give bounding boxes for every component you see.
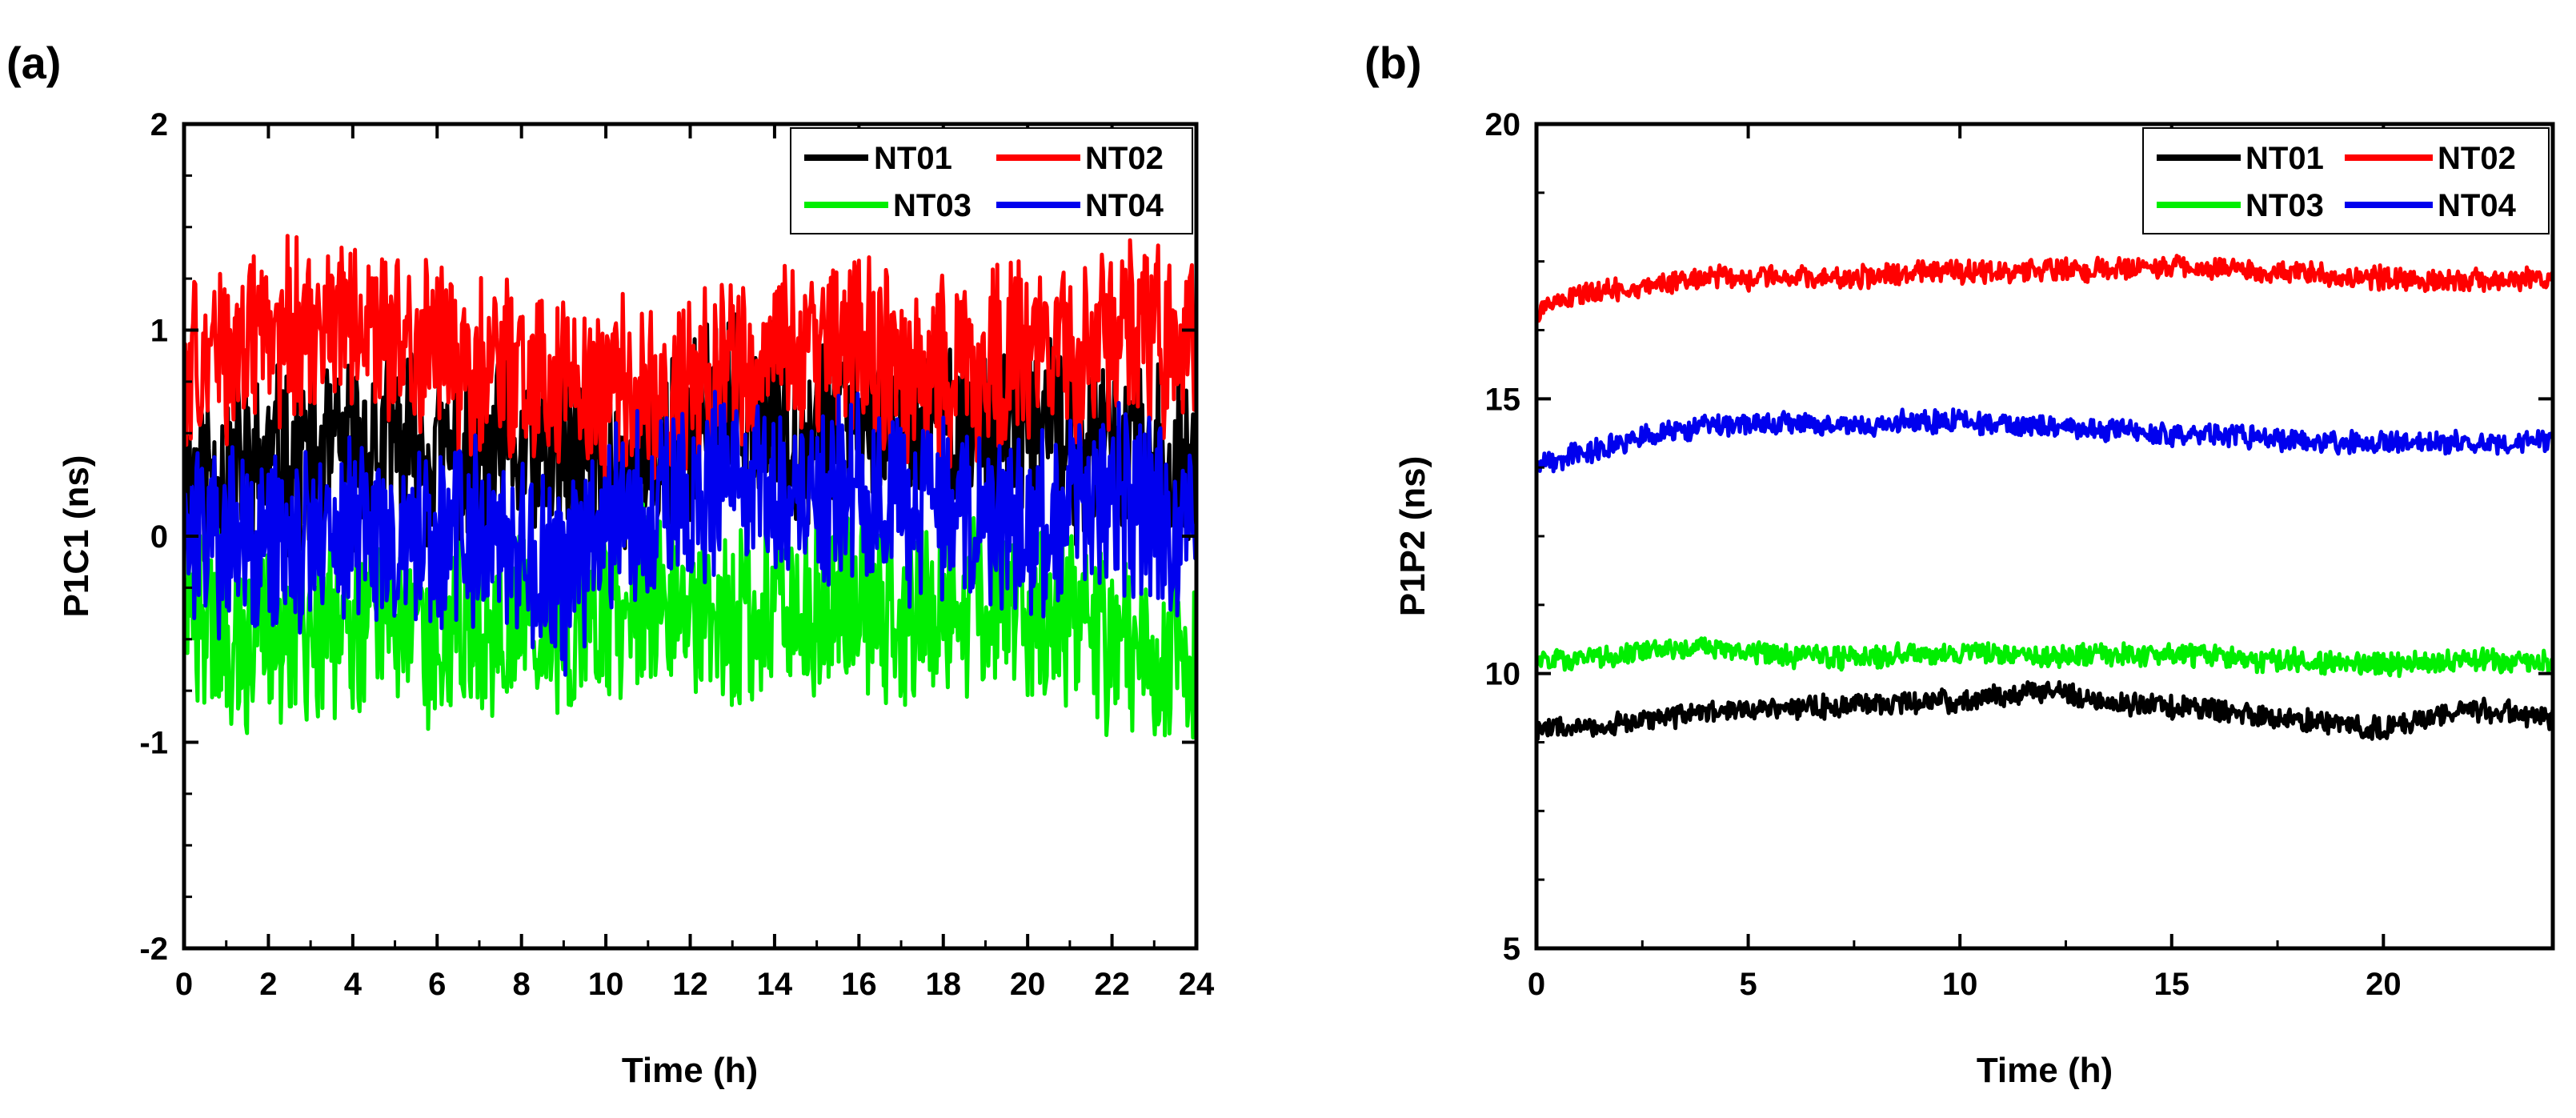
y-tick-label-2: 0 [150, 519, 168, 555]
x-tick-label-0: 0 [175, 967, 193, 1002]
y-axis-title-a: P1C1 (ns) [57, 455, 96, 618]
legend-label-nt01: NT01 [874, 141, 952, 176]
series-line-nt02-b [1534, 254, 2555, 323]
y-tick-label-3: 1 [150, 314, 168, 349]
y-tick-label-0: 5 [1503, 932, 1520, 967]
x-tick-label-2: 4 [344, 967, 363, 1002]
legend-box-a [790, 127, 1193, 234]
x-tick-label-0: 0 [1528, 967, 1545, 1002]
panel-label-a: (a) [6, 38, 61, 88]
x-tick-label-1: 2 [259, 967, 277, 1002]
legend-box-b [2142, 127, 2550, 234]
legend-a: NT01 NT02 NT03 NT04 [790, 127, 1193, 234]
series-line-nt04-b [1534, 407, 2555, 474]
x-tick-label-10: 20 [1010, 967, 1046, 1002]
series-layer-b [1534, 254, 2555, 741]
x-tick-label-7: 14 [757, 967, 793, 1002]
legend-label-nt03: NT03 [893, 188, 972, 223]
series-line-nt03-a [182, 502, 1199, 740]
legend-label-nt02-b: NT02 [2438, 141, 2516, 176]
legend-label-nt03-b: NT03 [2245, 188, 2324, 223]
legend-b: NT01 NT02 NT03 NT04 [2142, 127, 2550, 234]
x-tick-label-6: 12 [672, 967, 708, 1002]
x-tick-label-2: 10 [1942, 967, 1978, 1002]
x-tick-label-3: 15 [2154, 967, 2190, 1002]
x-tick-label-1: 5 [1739, 967, 1757, 1002]
series-line-nt04-a [182, 390, 1199, 677]
x-axis-title-b: Time (h) [1977, 1051, 2113, 1090]
x-tick-label-4: 20 [2366, 967, 2402, 1002]
x-tick-label-4: 8 [513, 967, 531, 1002]
series-line-nt01-a [182, 312, 1199, 567]
legend-label-nt04: NT04 [1085, 188, 1164, 223]
y-tick-label-0: -2 [139, 932, 168, 967]
legend-label-nt04-b: NT04 [2438, 188, 2517, 223]
y-axis-title-b: P1P2 (ns) [1393, 456, 1432, 617]
y-tick-label-1: 10 [1485, 657, 1521, 692]
y-tick-label-1: -1 [139, 726, 168, 761]
x-axis-title-a: Time (h) [622, 1051, 758, 1090]
series-line-nt02-a [182, 234, 1199, 480]
y-tick-label-4: 2 [150, 107, 168, 142]
series-line-nt03-b [1535, 636, 2555, 679]
series-layer-a [182, 234, 1199, 740]
panel-label-b: (b) [1364, 38, 1422, 88]
x-tick-label-12: 24 [1179, 967, 1215, 1002]
legend-label-nt02: NT02 [1085, 141, 1164, 176]
y-tick-label-3: 20 [1485, 107, 1521, 142]
x-tick-label-5: 10 [588, 967, 624, 1002]
x-tick-label-8: 16 [841, 967, 877, 1002]
x-tick-label-11: 22 [1094, 967, 1130, 1002]
y-tick-label-2: 15 [1485, 382, 1521, 417]
x-tick-label-9: 18 [926, 967, 962, 1002]
series-line-nt01-b [1534, 679, 2555, 741]
x-tick-label-3: 6 [428, 967, 446, 1002]
legend-label-nt01-b: NT01 [2245, 141, 2324, 176]
